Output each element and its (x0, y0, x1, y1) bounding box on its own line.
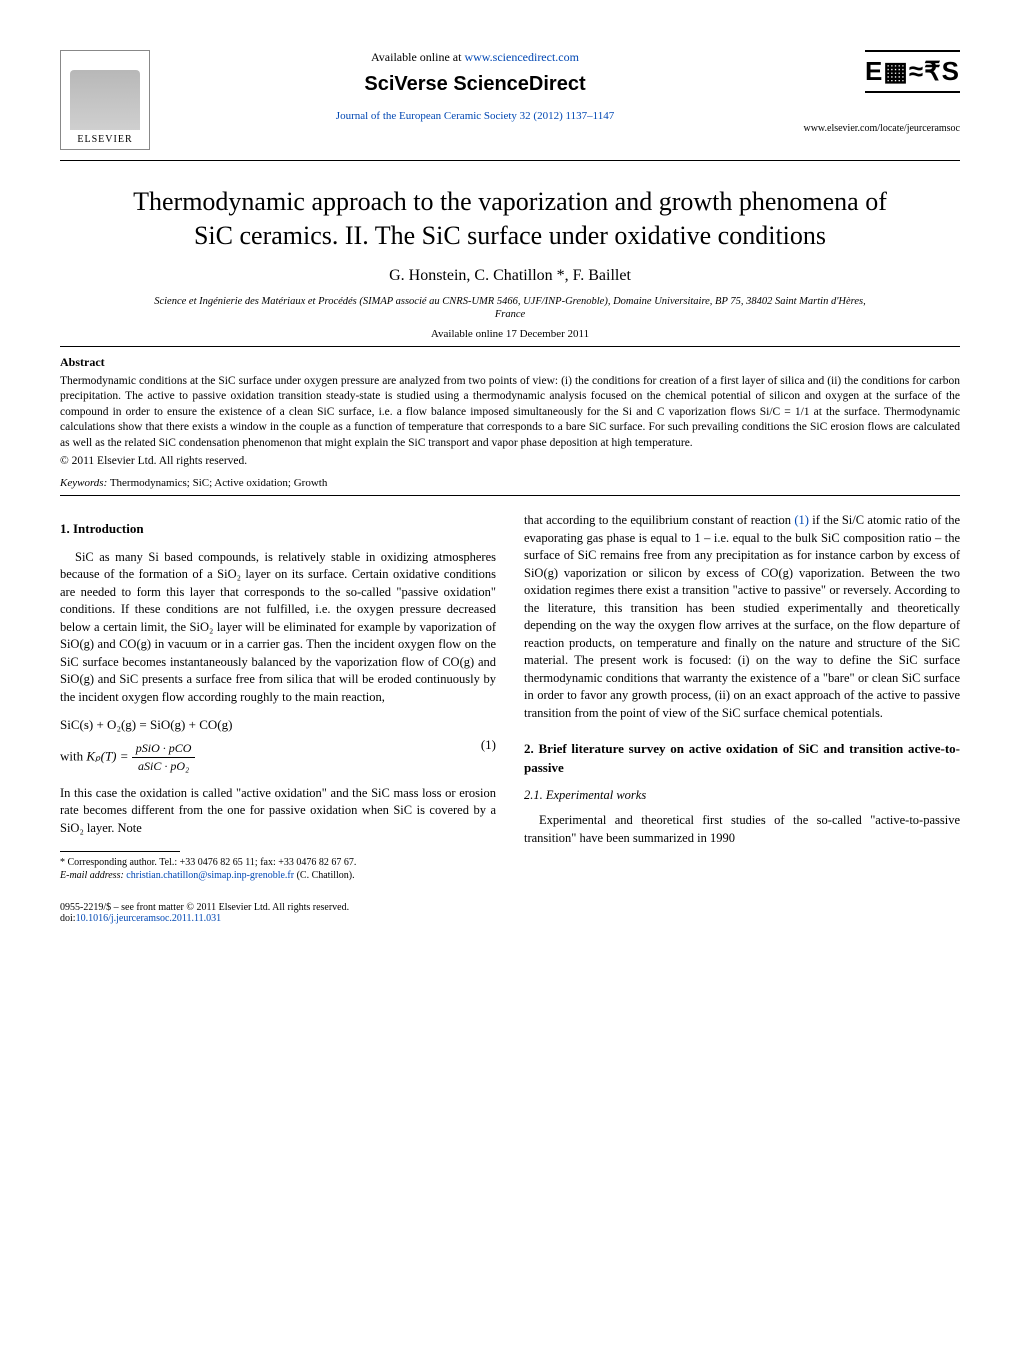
keywords: Keywords: Thermodynamics; SiC; Active ox… (60, 477, 960, 489)
section-2-1-heading: 2.1. Experimental works (524, 787, 960, 805)
available-online: Available online at www.sciencedirect.co… (170, 50, 780, 65)
eq1-fraction: pSiO · pCO aSiC · pO₂ (132, 740, 196, 775)
journal-reference: Journal of the European Ceramic Society … (170, 110, 780, 122)
abstract-copyright: © 2011 Elsevier Ltd. All rights reserved… (60, 455, 960, 467)
corresponding-author-footnote: * Corresponding author. Tel.: +33 0476 8… (60, 856, 496, 882)
header-center: Available online at www.sciencedirect.co… (150, 50, 800, 122)
keywords-label: Keywords: (60, 477, 107, 489)
header: ELSEVIER Available online at www.science… (60, 50, 960, 150)
front-matter: 0955-2219/$ – see front matter © 2011 El… (60, 902, 960, 913)
sciencedirect-link[interactable]: www.sciencedirect.com (464, 50, 579, 64)
footnote-email-label: E-mail address: (60, 870, 126, 881)
elsevier-label: ELSEVIER (77, 134, 132, 145)
eq1-numerator: pSiO · pCO (132, 740, 196, 758)
locate-url: www.elsevier.com/locate/jeurceramsoc (800, 123, 960, 134)
eq1-kp-line: with Kₚ(T) = pSiO · pCO aSiC · pO₂ (60, 740, 232, 775)
bottom-info: 0955-2219/$ – see front matter © 2011 El… (60, 902, 960, 924)
eq1-denominator: aSiC · pO₂ (132, 758, 196, 775)
footnote-email-line: E-mail address: christian.chatillon@sima… (60, 869, 496, 882)
column-right: that according to the equilibrium consta… (524, 512, 960, 882)
eq1-kp: Kₚ(T) = (86, 749, 131, 764)
eq1-reaction: SiC(s) + O₂(g) = SiO(g) + CO(g) (60, 716, 232, 734)
doi-line: doi:10.1016/j.jeurceramsoc.2011.11.031 (60, 913, 960, 924)
doi-link[interactable]: 10.1016/j.jeurceramsoc.2011.11.031 (76, 913, 222, 924)
affiliation: Science et Ingénierie des Matériaux et P… (140, 295, 880, 322)
abstract-text: Thermodynamic conditions at the SiC surf… (60, 374, 960, 452)
intro-p2b-part2: if the Si/C atomic ratio of the evaporat… (524, 513, 960, 720)
body-columns: 1. Introduction SiC as many Si based com… (60, 512, 960, 882)
sciverse-brand: SciVerse ScienceDirect (170, 73, 780, 96)
equation-1-body: SiC(s) + O₂(g) = SiO(g) + CO(g) with Kₚ(… (60, 716, 232, 775)
footnote-email-link[interactable]: christian.chatillon@simap.inp-grenoble.f… (126, 870, 294, 881)
rule-abstract-bottom (60, 495, 960, 496)
intro-paragraph-2b: that according to the equilibrium consta… (524, 512, 960, 722)
journal-logo-block: E▦≈₹S www.elsevier.com/locate/jeurcerams… (800, 50, 960, 134)
section-1-heading: 1. Introduction (60, 520, 496, 538)
footnote-email-person: (C. Chatillon). (294, 870, 355, 881)
keywords-text: Thermodynamics; SiC; Active oxidation; G… (107, 477, 327, 489)
article-title: Thermodynamic approach to the vaporizati… (120, 185, 900, 253)
intro-paragraph-1: SiC as many Si based compounds, is relat… (60, 549, 496, 707)
ref-eq1-link[interactable]: (1) (794, 513, 809, 527)
column-left: 1. Introduction SiC as many Si based com… (60, 512, 496, 882)
intro-p2b-part1: that according to the equilibrium consta… (524, 513, 794, 527)
available-date: Available online 17 December 2011 (60, 328, 960, 340)
rule-top (60, 160, 960, 161)
section-2-heading: 2. Brief literature survey on active oxi… (524, 740, 960, 776)
lit-paragraph-1: Experimental and theoretical first studi… (524, 812, 960, 847)
equation-1: SiC(s) + O₂(g) = SiO(g) + CO(g) with Kₚ(… (60, 716, 496, 775)
footnote-corr: * Corresponding author. Tel.: +33 0476 8… (60, 856, 496, 869)
authors: G. Honstein, C. Chatillon *, F. Baillet (60, 267, 960, 285)
ecers-logo: E▦≈₹S (865, 50, 960, 93)
rule-abstract-top (60, 346, 960, 347)
intro-paragraph-2a: In this case the oxidation is called "ac… (60, 785, 496, 838)
doi-label: doi: (60, 913, 76, 924)
elsevier-tree-icon (70, 70, 140, 130)
eq1-with: with (60, 749, 86, 764)
abstract-label: Abstract (60, 355, 960, 370)
equation-1-number: (1) (481, 736, 496, 754)
footnote-separator (60, 851, 180, 852)
available-online-prefix: Available online at (371, 50, 464, 64)
elsevier-logo: ELSEVIER (60, 50, 150, 150)
